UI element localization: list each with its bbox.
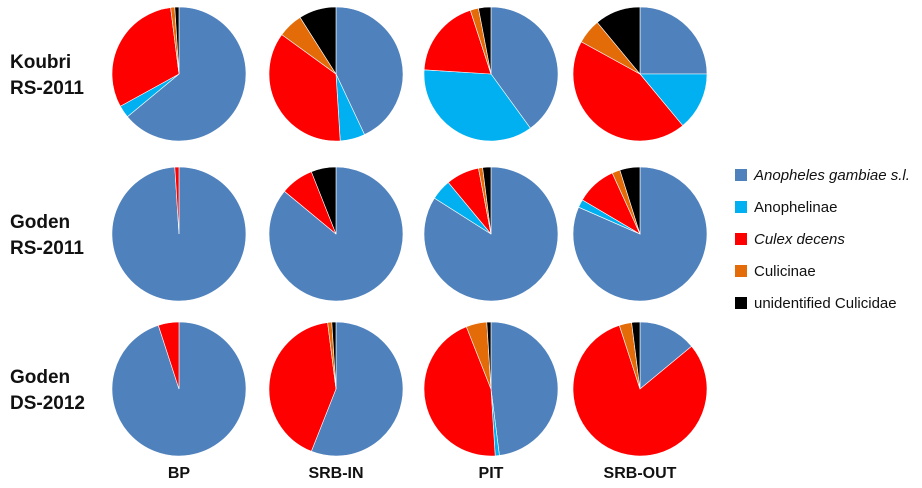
pie-koubri-rs-2011-srb-in xyxy=(268,6,404,142)
pie-koubri-rs-2011-srb-out xyxy=(572,6,708,142)
legend-item-culex-decens: Culex decens xyxy=(735,231,845,248)
legend-swatch xyxy=(735,201,747,213)
slice-anopheles-gambiae-s-l xyxy=(639,6,708,75)
pie-goden-ds-2012-srb-out xyxy=(572,321,708,457)
slice-anopheles-gambiae-s-l xyxy=(310,321,404,457)
column-label-bp: BP xyxy=(168,465,191,482)
slice-culex-decens xyxy=(572,41,684,142)
legend-item-unidentified-culicidae: unidentified Culicidae xyxy=(735,295,897,312)
row-label-koubri-rs-2011: Koubri RS-2011 xyxy=(10,52,84,99)
row-labels: Koubri RS-2011 Goden RS-2011 Goden DS-2012 xyxy=(10,52,85,414)
slice-anopheles-gambiae-s-l xyxy=(490,321,559,456)
pies-group xyxy=(111,6,708,457)
legend-item-anopheles-gambiae-s-l: Anopheles gambiae s.l. xyxy=(735,167,910,184)
slice-unidentified-culicidae xyxy=(486,321,492,390)
slice-anophelinae xyxy=(639,73,708,127)
legend-swatch xyxy=(735,265,747,277)
slice-culex-decens xyxy=(111,7,180,107)
slice-anopheles-gambiae-s-l xyxy=(490,6,559,129)
legend-item-anophelinae: Anophelinae xyxy=(735,199,837,216)
legend-label: Culex decens xyxy=(754,231,845,248)
slice-anopheles-gambiae-s-l xyxy=(126,6,247,142)
pie-goden-ds-2012-srb-in xyxy=(268,321,404,457)
row-label-goden-rs-2011: Goden RS-2011 xyxy=(10,212,84,259)
row-label-goden-ds-2012: Goden DS-2012 xyxy=(10,367,85,414)
slice-anopheles-gambiae-s-l xyxy=(335,6,404,136)
slice-unidentified-culicidae xyxy=(174,6,180,75)
column-labels: BP SRB-IN PIT SRB-OUT xyxy=(168,465,677,482)
pie-goden-rs-2011-pit xyxy=(423,166,559,302)
slice-culex-decens xyxy=(572,324,708,457)
slice-culex-decens xyxy=(423,9,492,75)
pie-koubri-rs-2011-bp xyxy=(111,6,247,142)
pie-goden-ds-2012-pit xyxy=(423,321,559,457)
legend-label: Culicinae xyxy=(754,263,816,280)
legend-swatch xyxy=(735,233,747,245)
slice-anopheles-gambiae-s-l xyxy=(268,166,404,302)
legend-swatch xyxy=(735,297,747,309)
slice-culex-decens xyxy=(423,326,496,457)
slice-unidentified-culicidae xyxy=(482,166,492,235)
legend-swatch xyxy=(735,169,747,181)
slice-anopheles-gambiae-s-l xyxy=(572,166,708,302)
legend-item-culicinae: Culicinae xyxy=(735,263,816,280)
slice-unidentified-culicidae xyxy=(619,166,641,235)
slice-unidentified-culicidae xyxy=(331,321,337,390)
slice-culex-decens xyxy=(268,322,337,452)
pie-koubri-rs-2011-pit xyxy=(423,6,559,142)
legend-label: Anophelinae xyxy=(754,199,837,216)
pie-goden-rs-2011-bp xyxy=(111,166,247,302)
slice-anopheles-gambiae-s-l xyxy=(639,321,693,390)
slice-unidentified-culicidae xyxy=(631,321,641,390)
pie-goden-rs-2011-srb-out xyxy=(572,166,708,302)
slice-anophelinae xyxy=(423,69,531,142)
slice-unidentified-culicidae xyxy=(478,6,492,75)
column-label-srb-out: SRB-OUT xyxy=(604,465,677,482)
legend: Anopheles gambiae s.l. Anophelinae Culex d… xyxy=(735,167,910,312)
pie-goden-rs-2011-srb-in xyxy=(268,166,404,302)
slice-unidentified-culicidae xyxy=(596,6,641,75)
slice-unidentified-culicidae xyxy=(299,6,337,76)
legend-label: unidentified Culicidae xyxy=(754,295,897,312)
slice-culex-decens xyxy=(174,166,180,235)
pie-goden-ds-2012-bp xyxy=(111,321,247,457)
legend-label: Anopheles gambiae s.l. xyxy=(753,167,910,184)
slice-culex-decens xyxy=(268,34,341,142)
column-label-pit: PIT xyxy=(479,465,504,482)
slice-unidentified-culicidae xyxy=(310,166,337,235)
column-label-srb-in: SRB-IN xyxy=(308,465,363,482)
slice-culex-decens xyxy=(157,321,180,390)
